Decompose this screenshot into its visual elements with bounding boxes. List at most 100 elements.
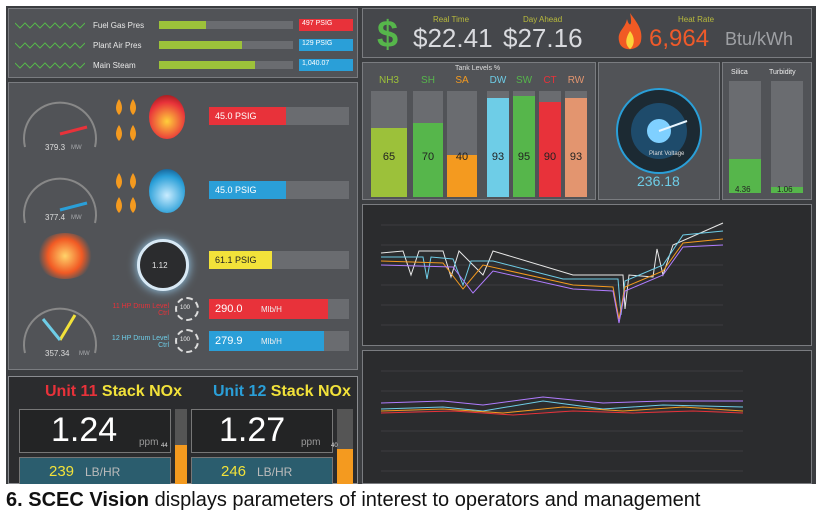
- tank-value-ct: 90: [543, 151, 557, 163]
- heat-rate-value: 6,964: [649, 25, 710, 52]
- dashboard-screen: Fuel Gas Pres 497 PSIG Plant Air Pres 129 P…: [6, 6, 816, 484]
- unit-12-ppm-value: 1.27: [219, 411, 286, 449]
- pressure-label-2: Main Steam: [93, 61, 136, 70]
- flow-row-1: 279.9 Mlb/H: [209, 331, 349, 351]
- psig-value-1: 45.0 PSIG: [215, 185, 257, 195]
- unit-11-lb-unit: LB/HR: [85, 465, 121, 479]
- trend-chart-top: [362, 204, 812, 346]
- silica-label: Silica: [731, 69, 748, 76]
- unit-12-ppm-unit: ppm: [301, 437, 321, 448]
- tank-name-rw: RW: [567, 75, 585, 86]
- pressure-bar-1: [159, 41, 293, 49]
- caption-rest: displays parameters of interest to opera…: [149, 489, 701, 511]
- tank-column-sh: 70: [413, 91, 443, 197]
- turbidity-label: Turbidity: [769, 69, 796, 76]
- water-quality-panel: Silica 4.36 Turbidity 1.06: [722, 62, 812, 200]
- kpi-panel: $ Real Time $22.41 Day Ahead $27.16 Heat…: [362, 8, 812, 58]
- day-ahead-label: Day Ahead: [523, 15, 563, 24]
- gauge-st-unit: MW: [79, 351, 90, 357]
- pressure-label-0: Fuel Gas Pres: [93, 21, 145, 30]
- silica-bar: [729, 81, 761, 193]
- tank-name-nh3: NH3: [378, 75, 399, 86]
- drum-12-dial[interactable]: [175, 329, 199, 353]
- unit-12-title-rest: Stack NOx: [270, 383, 351, 400]
- pressure-value-1: 129 PSIG: [299, 39, 353, 51]
- drum-12-value: 100: [180, 337, 191, 343]
- heat-rate-unit: Btu/kWh: [725, 29, 794, 49]
- silica-value: 4.36: [735, 185, 751, 194]
- psig-row-1: 45.0 PSIG: [209, 181, 349, 199]
- unit-12-label: Unit 12: [213, 383, 267, 400]
- tank-column-nh3: 65: [371, 91, 407, 197]
- unit-11-lb-box: [19, 457, 171, 484]
- svg-text:$: $: [377, 14, 398, 53]
- drum-11-dial[interactable]: [175, 297, 199, 321]
- unit-12-lb-unit: LB/HR: [257, 465, 293, 479]
- gauge-12-unit: MW: [71, 215, 82, 221]
- silica-fill: [729, 159, 761, 193]
- real-time-value: $22.41: [413, 23, 493, 53]
- tank-fill-sa: [447, 154, 477, 197]
- trend-chart-bottom: [362, 350, 812, 484]
- unit-11-nox-title: Unit 11 Stack NOx: [45, 383, 182, 401]
- flame-icon: [615, 11, 645, 55]
- combustion-burst-icon: [35, 233, 95, 279]
- dollar-icon: $: [371, 13, 409, 56]
- tank-value-sw: 95: [517, 151, 531, 163]
- psig-row-2: 61.1 PSIG: [209, 251, 349, 269]
- unit-11-ppm-unit: ppm: [139, 437, 159, 448]
- psig-value-0: 45.0 PSIG: [215, 111, 257, 121]
- flow-unit-1: Mlb/H: [261, 337, 282, 346]
- pressure-value-0: 497 PSIG: [299, 19, 353, 31]
- gauge-st-value: 357.34: [45, 349, 70, 358]
- unit-11-label: Unit 11: [45, 383, 98, 400]
- trend-chart-top-plot: [380, 222, 724, 326]
- trend-chart-bottom-plot: [380, 370, 744, 472]
- steam-ring-icon: [137, 239, 189, 291]
- tank-value-rw: 93: [569, 151, 583, 163]
- flow-value-0: 290.0: [215, 303, 243, 315]
- caption-number: 6.: [6, 489, 23, 511]
- flow-row-0: 290.0 Mlb/H: [209, 299, 349, 319]
- units-panel: 379.3 MW 377.4 MW 357.34 MW: [8, 82, 358, 370]
- tank-fill-ct: [539, 101, 561, 197]
- psig-fill-0: [209, 107, 286, 125]
- ring-value: 1.12: [152, 261, 168, 270]
- turbidity-bar: [771, 81, 803, 193]
- pressure-label-1: Plant Air Pres: [93, 41, 142, 50]
- tank-column-dw: 93: [487, 91, 509, 197]
- heat-rate-label: Heat Rate: [678, 15, 715, 24]
- tank-name-ct: CT: [543, 75, 557, 86]
- generator-gauge-11: [23, 101, 97, 148]
- unit-12-nox-title: Unit 12 Stack NOx: [213, 383, 351, 401]
- flow-value-1: 279.9: [215, 335, 243, 347]
- voltage-panel: Plant Voltage 236.18: [598, 62, 720, 200]
- voltage-gauge: [616, 88, 702, 174]
- unit-12-side-value: 40: [331, 443, 338, 449]
- tank-fill-sw: [513, 96, 535, 197]
- pressure-bar-2: [159, 61, 293, 69]
- tank-column-sa: 40: [447, 91, 477, 197]
- tank-column-rw: 93: [565, 91, 587, 197]
- psig-fill-1: [209, 181, 286, 199]
- sparkline-1: [15, 42, 85, 49]
- unit-12-ppm-box: [191, 409, 333, 453]
- turbidity-fill: [771, 187, 803, 193]
- unit-11-fire-icon: [149, 95, 185, 139]
- flow-fill-0: [209, 299, 328, 319]
- unit-11-side-value: 44: [161, 443, 168, 449]
- pressure-bar-fill-0: [159, 21, 206, 29]
- voltage-value: 236.18: [637, 173, 680, 189]
- pressure-bar-fill-2: [159, 61, 256, 69]
- tank-fill-rw: [565, 98, 587, 197]
- tank-fill-sh: [413, 122, 443, 197]
- sparkline-0: [15, 22, 85, 29]
- drum-11-value: 100: [180, 305, 191, 311]
- tank-value-sh: 70: [421, 151, 435, 163]
- sparkline-2: [15, 62, 85, 69]
- burner-flames-icon: [116, 99, 136, 213]
- drum-11-label: 11 HP Drum Level Ctrl: [112, 303, 169, 317]
- pressure-strip: Fuel Gas Pres 497 PSIG Plant Air Pres 129 P…: [8, 8, 358, 78]
- generator-gauge-12: [23, 177, 97, 224]
- tank-fill-dw: [487, 98, 509, 197]
